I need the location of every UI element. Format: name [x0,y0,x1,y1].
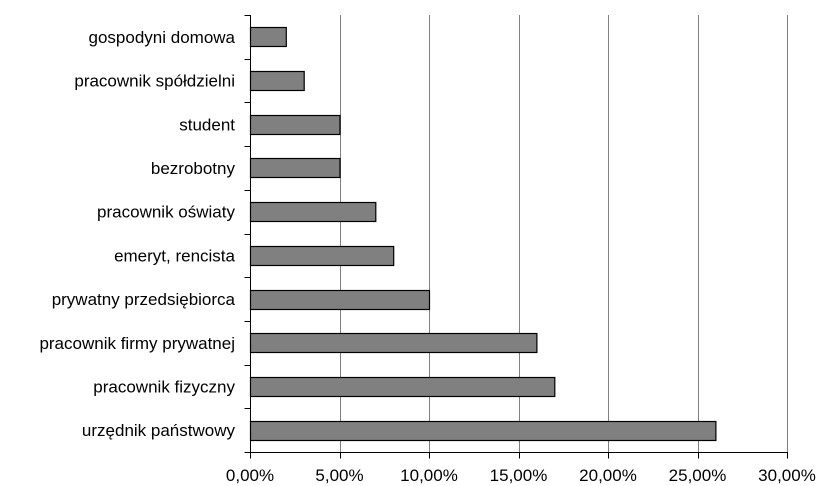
category-labels: gospodyni domowa pracownik spółdzielni stu… [39,28,235,440]
bar [249,289,431,311]
bar [249,376,556,398]
bar [249,114,341,136]
bar [249,420,717,442]
category-label: pracownik oświaty [97,203,235,222]
x-tick-label: 30,00% [758,466,816,485]
bars [249,26,717,442]
x-tick-label: 25,00% [669,466,727,485]
category-label: bezrobotny [151,159,236,178]
category-label: pracownik firmy prywatnej [39,334,235,353]
category-label: pracownik fizyczny [93,377,235,396]
bar [249,70,305,92]
bar [249,245,395,267]
bar [249,201,377,223]
category-label: urzędnik państwowy [82,421,236,440]
x-tick-label: 20,00% [579,466,637,485]
x-tick-label: 0,00% [226,466,274,485]
bar [249,332,538,354]
bar [249,26,287,48]
x-tick-label: 5,00% [315,466,363,485]
category-label: student [179,115,235,134]
x-tick-label: 15,00% [490,466,548,485]
x-tick-label: 10,00% [400,466,458,485]
category-label: gospodyni domowa [89,28,236,47]
axes [244,15,788,459]
x-tick-labels: 0,00% 5,00% 10,00% 15,00% 20,00% 25,00% 30,00% [226,466,816,485]
category-label: prywatny przedsiębiorca [52,290,236,309]
category-label: pracownik spółdzielni [74,72,235,91]
category-label: emeryt, rencista [114,246,235,265]
bar [249,157,341,179]
